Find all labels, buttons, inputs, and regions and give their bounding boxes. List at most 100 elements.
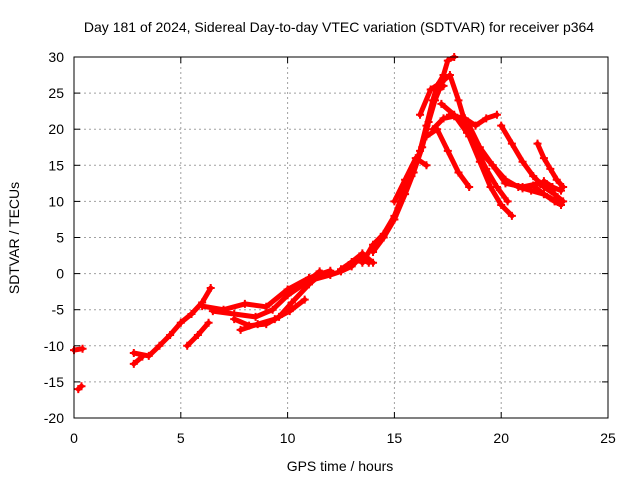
data-point [411,154,420,163]
y-tick-label: 25 [48,85,64,101]
data-point [390,215,399,224]
data-point [187,310,196,319]
series-track-n [390,154,431,206]
data-point [454,168,463,177]
data-point [236,325,245,334]
data-point [503,197,512,206]
data-point [497,201,506,210]
data-point [230,315,239,324]
data-point [379,233,388,242]
data-point [557,186,566,195]
data-point [129,359,138,368]
data-point [443,56,452,65]
x-tick-label: 5 [177,430,185,446]
series-track-w [518,181,566,210]
data-point [390,197,399,206]
data-point [138,352,147,361]
series-trace [423,126,472,190]
data-point [435,85,444,94]
chart-title: Day 181 of 2024, Sidereal Day-to-day VTE… [84,19,594,35]
data-point [529,172,538,181]
data-point [300,295,309,304]
data-point [507,139,516,148]
data-point [204,318,213,327]
x-tick-label: 25 [600,430,616,446]
data-point [497,121,506,130]
y-tick-label: -5 [52,302,65,318]
data-point [437,99,446,108]
series-track-x [539,177,566,195]
data-point [546,164,555,173]
data-point [501,175,510,184]
data-point [533,139,542,148]
y-tick-label: 30 [48,49,64,65]
data-point [369,247,378,256]
x-tick-label: 0 [70,430,78,446]
series-track-b [74,382,86,394]
x-tick-label: 20 [493,430,509,446]
data-point [358,258,367,267]
data-point [401,175,410,184]
data-point [251,312,260,321]
data-point [463,128,472,137]
data-point [552,175,561,184]
series-trace [391,155,429,204]
data-point [206,284,215,293]
y-tick-label: -10 [44,338,64,354]
data-point [454,96,463,105]
data-point [166,330,175,339]
data-point [78,344,87,353]
data-point [443,146,452,155]
data-point [445,71,454,80]
data-point [492,110,501,119]
data-point [287,298,296,307]
data-point [550,190,559,199]
grid [74,57,608,418]
series-trace [131,354,145,367]
data-point [458,114,467,123]
y-tick-label: 10 [48,193,64,209]
data-point [198,302,207,311]
data-point [401,190,410,199]
series-trace [447,112,511,204]
data-point [488,161,497,170]
data-point [347,258,356,267]
x-axis-label: GPS time / hours [287,458,394,474]
data-point [539,177,548,186]
data-point [240,299,249,308]
data-point [518,184,527,193]
data-point [430,96,439,105]
series-track-d [129,352,147,368]
series-track-g [208,267,324,321]
y-axis-label: SDTVAR / TECUs [6,182,22,294]
data-point [176,318,185,327]
data-point [539,154,548,163]
data-point [482,164,491,173]
data-point [268,305,277,314]
data-point [77,382,86,391]
y-tick-label: 15 [48,157,64,173]
data-point [418,143,427,152]
data-point [550,197,559,206]
y-tick-label: -15 [44,374,64,390]
data-point [422,132,431,141]
data-point [450,110,459,119]
data-point [518,157,527,166]
data-point [262,302,271,311]
data-point [475,143,484,152]
data-point [482,114,491,123]
y-tick-label: -20 [44,410,64,426]
data-point [557,201,566,210]
y-tick-label: 20 [48,121,64,137]
axis-ticks: 0 5 10 15 20 25 -20 -15 -10 -5 0 5 10 15 20 25 30 [44,49,616,446]
series-track-e [183,318,213,350]
data-point [283,291,292,300]
data-point [270,315,279,324]
series-track-i [236,295,309,334]
series-track-u [497,121,568,206]
data-point [439,114,448,123]
data-point [326,271,335,280]
plot-frame [73,56,609,419]
data-point [529,181,538,190]
data-point [193,330,202,339]
